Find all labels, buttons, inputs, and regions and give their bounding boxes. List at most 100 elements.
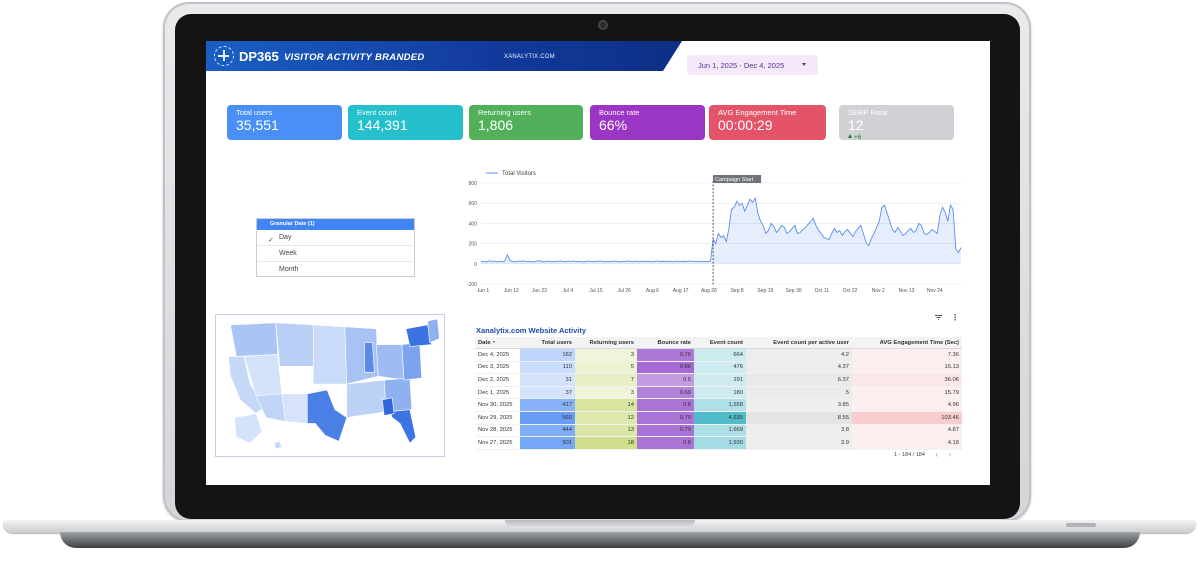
kpi-delta-value: +6 [854, 134, 862, 141]
table-cell: Dec 2, 2025 [475, 373, 520, 387]
pager-text: 1 - 184 / 184 [894, 452, 925, 458]
column-header-label: Event count [709, 339, 743, 346]
x-tick-label: Nov 13 [899, 288, 915, 294]
table-cell: 664 [694, 348, 746, 362]
kpi-card-avg-engagement-time[interactable]: AVG Engagement Time 00:00:29 [709, 105, 826, 140]
column-header[interactable]: Event count [694, 337, 746, 349]
table-cell: 12 [575, 411, 637, 425]
table-cell: 180 [694, 386, 746, 400]
kpi-card-event-count[interactable]: Event count 144,391 [348, 105, 463, 140]
table-cell: 7.36 [852, 348, 962, 362]
series-area [481, 198, 961, 264]
granular-option-month[interactable]: Month [279, 266, 299, 273]
laptop-base-shadow [60, 532, 1140, 548]
table-row[interactable]: Nov 28, 2025 444 13 0.79 1,669 3.8 4.87 [475, 424, 962, 438]
table-row[interactable]: Dec 3, 2025 110 5 0.86 476 4.37 16.13 [475, 361, 962, 375]
table-row[interactable]: Dec 1, 2025 37 3 0.69 180 5 15.79 [475, 386, 962, 400]
granular-date-header: Granular Date (1) [257, 219, 414, 230]
kpi-card-returning-users[interactable]: Returning users 1,806 [469, 105, 583, 140]
table-cell: 0.8 [637, 436, 694, 450]
map-region-rockies [275, 322, 314, 367]
column-header[interactable]: Returning users [575, 337, 637, 349]
column-header[interactable]: Total users [520, 337, 575, 349]
table-cell: 5 [746, 386, 852, 400]
table-cell: 0.69 [637, 386, 694, 400]
table-row[interactable]: Nov 27, 2025 501 18 0.8 1,930 3.9 4.18 [475, 436, 962, 450]
webcam-icon [598, 20, 608, 30]
table-cell: 476 [694, 361, 746, 375]
map-region-atlantic [401, 342, 423, 381]
logo-crosshair-icon [214, 46, 234, 66]
us-choropleth-map[interactable] [215, 314, 445, 457]
map-region-newmexico [281, 393, 308, 424]
granular-option-day[interactable]: ✓ Day [257, 230, 414, 246]
logo-text: DP365 [239, 49, 279, 64]
y-tick-label: 400 [469, 221, 478, 227]
kpi-card-bounce-rate[interactable]: Bounce rate 66% [590, 105, 705, 140]
table-cell: 0.79 [637, 424, 694, 438]
site-name: XANALYTIX.COM [504, 54, 555, 60]
column-header[interactable]: Event count per active user [746, 337, 852, 349]
x-tick-label: Aug 28 [701, 288, 717, 294]
x-tick-label: Sep 19 [757, 288, 773, 294]
legend-entry: Total Visitors [502, 171, 536, 177]
column-header-label: Total users [541, 339, 573, 346]
table-cell: 7 [575, 373, 637, 387]
table-cell: 31 [520, 373, 575, 387]
kpi-value: 35,551 [236, 117, 279, 133]
table-cell: 18 [575, 436, 637, 450]
table-cell: 13 [575, 424, 637, 438]
table-row[interactable]: Dec 4, 2025 162 3 0.75 664 4.2 7.36 [475, 348, 962, 362]
table-cell: 444 [520, 424, 575, 438]
table-cell: 4.87 [852, 424, 962, 438]
x-tick-label: Nov 24 [927, 288, 943, 294]
kpi-value: 00:00:29 [718, 117, 773, 133]
x-tick-label: Sep 8 [731, 288, 744, 294]
prev-page-icon[interactable]: ‹ [935, 450, 939, 459]
map-region-hawaii [273, 440, 283, 450]
table-cell: 14 [575, 398, 637, 412]
annotation-label: Campaign Start [715, 177, 754, 183]
column-header-label: Bounce rate [657, 339, 691, 346]
table-row[interactable]: Nov 30, 2025 417 14 0.8 1,558 3.85 4.96 [475, 398, 962, 412]
table-cell: 501 [520, 436, 575, 450]
kpi-card-total-users[interactable]: Total users 35,551 [227, 105, 342, 140]
x-tick-label: Jun 1 [477, 288, 489, 294]
table-cell: 0.8 [637, 398, 694, 412]
map-region-ohio-valley [376, 344, 405, 381]
column-header-label: Returning users [589, 339, 634, 346]
annotation-box [713, 175, 762, 183]
column-header[interactable]: AVG Engagement Time (Sec) [852, 337, 962, 349]
laptop-notch [505, 520, 695, 528]
kpi-card-serp-rank[interactable]: SERP Rank 12 +6 [839, 105, 954, 141]
kpi-value: 12 [848, 117, 864, 133]
x-tick-label: Oct 22 [843, 288, 858, 294]
more-options-icon[interactable]: ⋮ [951, 313, 959, 322]
table-cell: 8.55 [746, 411, 852, 425]
table-pager: 1 - 184 / 184 ‹ › [894, 450, 951, 459]
kpi-label: Returning users [478, 108, 531, 117]
granular-option-week[interactable]: Week [257, 246, 414, 262]
table-cell: 5 [575, 361, 637, 375]
table-row[interactable]: Dec 2, 2025 31 7 0.5 191 6.37 36.06 [475, 373, 962, 387]
x-tick-label: Sep 30 [786, 288, 802, 294]
column-header-label: AVG Engagement Time (Sec) [879, 339, 959, 346]
next-page-icon[interactable]: › [948, 450, 952, 459]
map-region-texas [307, 389, 348, 442]
kpi-label: Total users [236, 108, 273, 117]
granular-date-control[interactable]: Granular Date (1) ✓ Day Week Month [256, 218, 415, 277]
series-line [480, 196, 962, 263]
y-tick-label: 800 [469, 181, 478, 187]
table-cell: Dec 1, 2025 [475, 386, 520, 400]
table-cell: 0.5 [637, 373, 694, 387]
date-range-picker[interactable]: Jun 1, 2025 - Dec 4, 2025 [687, 55, 818, 75]
dashboard-screen: DP365 VISITOR ACTIVITY BRANDED XANALYTIX… [206, 41, 990, 485]
table-row[interactable]: Nov 29, 2025 560 12 0.79 4,635 8.55 103.46 [475, 411, 962, 425]
table-cell: 0.79 [637, 411, 694, 425]
checkmark-icon: ✓ [268, 237, 274, 244]
filter-icon[interactable] [935, 315, 942, 320]
column-header[interactable]: Date [475, 337, 520, 349]
column-header[interactable]: Bounce rate [637, 337, 694, 349]
map-region-south [346, 379, 387, 418]
